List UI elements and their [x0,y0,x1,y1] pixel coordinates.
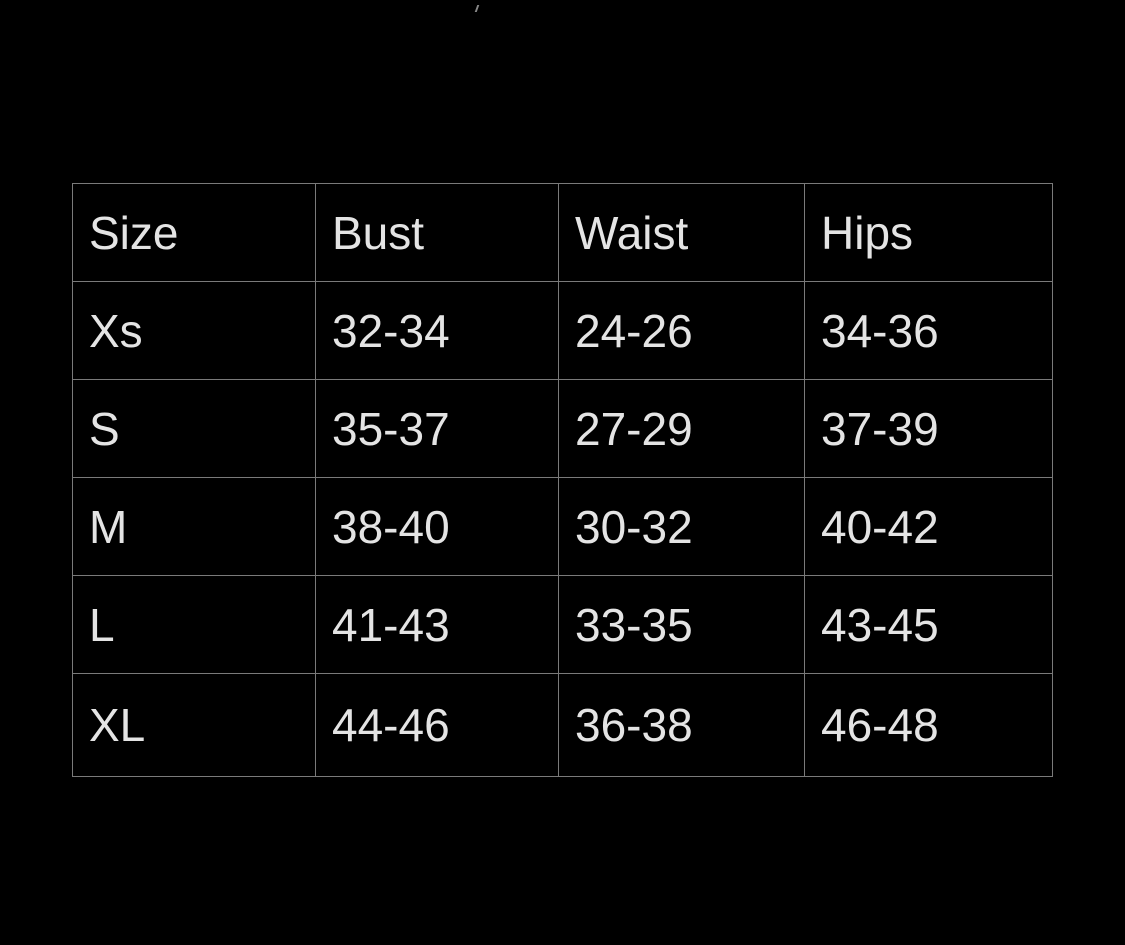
table-row: Xs 32-34 24-26 34-36 [72,281,1053,380]
header-bust: Bust [315,183,559,282]
cell-size: M [72,477,316,576]
cell-waist: 24-26 [558,281,805,380]
table-row: M 38-40 30-32 40-42 [72,477,1053,576]
header-size: Size [72,183,316,282]
table-header-row: Size Bust Waist Hips [72,183,1053,282]
cell-size: Xs [72,281,316,380]
cell-waist: 27-29 [558,379,805,478]
table-row: S 35-37 27-29 37-39 [72,379,1053,478]
cell-bust: 44-46 [315,673,559,777]
cell-bust: 32-34 [315,281,559,380]
cell-size: L [72,575,316,674]
cell-hips: 43-45 [804,575,1053,674]
cell-waist: 33-35 [558,575,805,674]
table-row: L 41-43 33-35 43-45 [72,575,1053,674]
header-hips: Hips [804,183,1053,282]
size-chart-table: Size Bust Waist Hips Xs 32-34 24-26 34-3… [72,183,1053,777]
cell-waist: 36-38 [558,673,805,777]
cell-hips: 40-42 [804,477,1053,576]
cell-hips: 37-39 [804,379,1053,478]
stray-mark [474,5,480,12]
cell-bust: 38-40 [315,477,559,576]
cell-hips: 46-48 [804,673,1053,777]
cell-waist: 30-32 [558,477,805,576]
cell-bust: 41-43 [315,575,559,674]
cell-size: S [72,379,316,478]
table-row: XL 44-46 36-38 46-48 [72,673,1053,777]
cell-size: XL [72,673,316,777]
cell-hips: 34-36 [804,281,1053,380]
header-waist: Waist [558,183,805,282]
cell-bust: 35-37 [315,379,559,478]
